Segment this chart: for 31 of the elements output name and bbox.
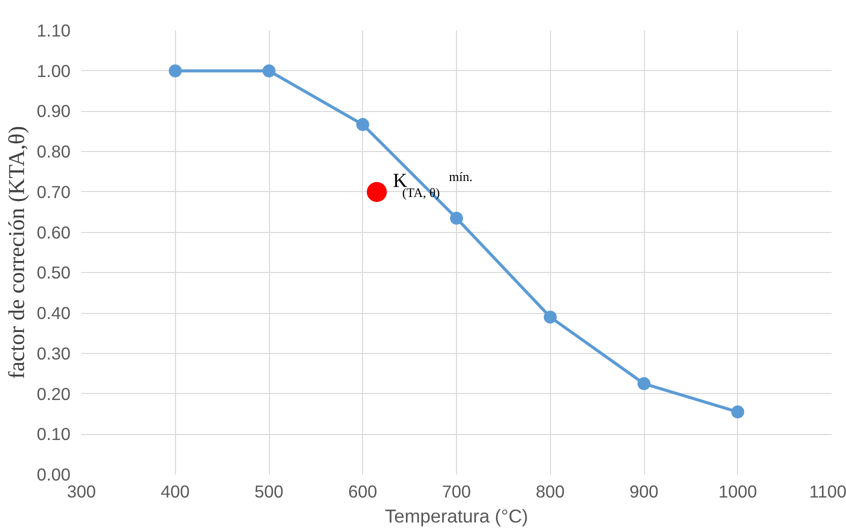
x-axis-title: Temperatura (°C)	[384, 506, 528, 526]
x-tick-label: 800	[536, 482, 565, 502]
point	[262, 64, 276, 78]
point	[168, 64, 182, 78]
point	[450, 212, 463, 225]
y-tick-label: 0.20	[36, 384, 71, 404]
y-tick-label: 1.00	[36, 60, 71, 81]
y-tick-label: 0.60	[36, 222, 71, 242]
y-tick-label: 0.50	[36, 262, 71, 283]
point	[366, 182, 387, 202]
x-tick-label: 700	[442, 482, 471, 502]
y-tick-label: 0.40	[36, 303, 71, 324]
point	[356, 118, 370, 132]
y-tick-label: 0.30	[36, 343, 71, 364]
x-tick-label: 300	[67, 482, 96, 502]
y-tick-label: 0.70	[36, 182, 71, 202]
x-tick-label: 1000	[718, 482, 758, 502]
y-axis-title: factor de correción (KTA,θ)	[4, 126, 29, 380]
y-tick-label: 0.80	[36, 142, 71, 162]
y-tick-label: 0.00	[36, 464, 71, 484]
x-tick-label: 500	[254, 482, 284, 502]
y-tick-label: 0.90	[36, 101, 71, 122]
x-tick-label: 400	[160, 482, 190, 502]
y-tick-label: 1.10	[36, 20, 71, 40]
point	[544, 310, 557, 324]
point	[638, 377, 650, 390]
point	[731, 405, 744, 418]
y-tick-label: 0.10	[36, 424, 71, 444]
x-tick-label: 600	[348, 482, 378, 502]
x-tick-label: 900	[630, 482, 658, 502]
x-tick-label: 1100	[809, 482, 846, 502]
